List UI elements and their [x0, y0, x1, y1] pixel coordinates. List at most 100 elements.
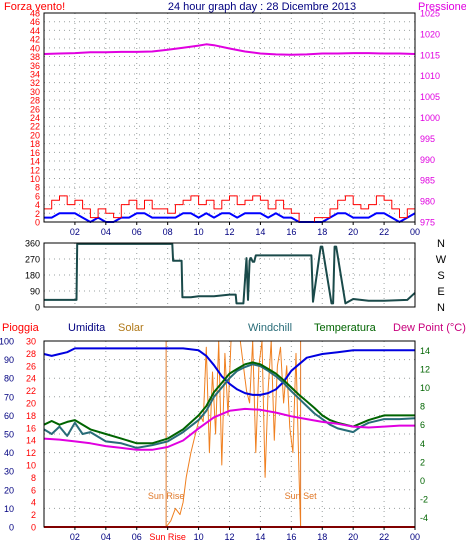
temp-y-tick-label: -2	[420, 495, 428, 505]
rain-y-tick-label: 10	[26, 461, 36, 471]
rain-y-tick-label: 20	[26, 399, 36, 409]
rain-y-tick-label: 2	[31, 510, 36, 520]
wind-x-tick-label: 20	[348, 227, 358, 237]
wind-y-tick-label: 28	[30, 96, 40, 106]
temp-x-tick-label: 14	[255, 532, 265, 542]
compass-label: W	[436, 254, 447, 266]
wind-y-tick-label: 46	[30, 17, 40, 27]
temp-x-tick-label: 06	[132, 532, 142, 542]
temp-x-tick-label: 18	[317, 532, 327, 542]
wind-x-tick-label: 08	[163, 227, 173, 237]
wind-y-tick-label: 14	[30, 157, 40, 167]
temp-y-tick-label: 12	[420, 364, 430, 374]
wind-y-tick-label: 4	[35, 200, 40, 210]
wind-y-tick-label: 24	[30, 113, 40, 123]
temp-y-tick-label: 0	[420, 476, 425, 486]
rain-y-tick-label: 30	[26, 337, 36, 347]
direction-y-tick-label: 360	[25, 239, 40, 249]
compass-label: E	[437, 286, 444, 298]
pressure-y-tick-label: 980	[420, 197, 435, 207]
rain-y-tick-label: 26	[26, 361, 36, 371]
rain-y-tick-label: 6	[31, 485, 36, 495]
temp-y-tick-label: -4	[420, 513, 428, 523]
humidity-y-tick-label: 0	[9, 523, 14, 533]
pressure-y-tick-label: 1010	[420, 71, 440, 81]
temp-x-tick-label: 16	[286, 532, 296, 542]
humidity-y-tick-label: 10	[4, 504, 14, 514]
axes-layer	[43, 12, 416, 530]
dew-point-label: Dew Point (°C)	[393, 322, 466, 334]
temp-x-tick-label: 04	[101, 532, 111, 542]
humidity-y-tick-label: 20	[4, 485, 14, 495]
temperature-label: Temperatura	[314, 322, 377, 334]
rain-y-tick-label: 16	[26, 423, 36, 433]
rain-y-tick-label: 18	[26, 411, 36, 421]
wind-x-tick-label: 16	[286, 227, 296, 237]
series-pressure	[43, 43, 416, 56]
temp-y-tick-label: 4	[420, 439, 425, 449]
temp-y-tick-label: 2	[420, 457, 425, 467]
wind-x-tick-label: 10	[194, 227, 204, 237]
wind-y-tick-label: 30	[30, 87, 40, 97]
pressure-y-tick-label: 985	[420, 176, 435, 186]
humidity-y-tick-label: 90	[4, 355, 14, 365]
direction-y-tick-label: 270	[25, 255, 40, 265]
pressure-y-tick-label: 990	[420, 155, 435, 165]
temp-y-tick-label: 8	[420, 402, 425, 412]
rain-y-tick-label: 4	[31, 498, 36, 508]
temp-x-tick-label: Sun Rise	[149, 532, 186, 542]
compass-label: S	[437, 270, 444, 282]
compass-label: N	[437, 238, 445, 250]
rain-y-tick-label: 8	[31, 473, 36, 483]
series-wind-gust	[44, 195, 416, 223]
humidity-label: Umidita	[68, 322, 106, 334]
temp-x-tick-label: 02	[70, 532, 80, 542]
wind-axis-title: Forza vento!	[4, 1, 65, 13]
sun-set-label: Sun Set	[285, 491, 318, 501]
pressure-y-tick-label: 1005	[420, 92, 440, 102]
direction-y-tick-label: 90	[30, 287, 40, 297]
temp-x-tick-label: 12	[224, 532, 234, 542]
rain-y-tick-label: 28	[26, 349, 36, 359]
wind-y-tick-label: 42	[30, 35, 40, 45]
wind-y-tick-label: 38	[30, 52, 40, 62]
sun-rise-label: Sun Rise	[148, 491, 185, 501]
wind-y-tick-label: 32	[30, 78, 40, 88]
wind-y-tick-label: 44	[30, 26, 40, 36]
wind-y-tick-label: 34	[30, 69, 40, 79]
wind-x-tick-label: 00	[410, 227, 420, 237]
rain-y-tick-label: 12	[26, 448, 36, 458]
wind-x-tick-label: 14	[255, 227, 265, 237]
chart-title: 24 hour graph day : 28 Dicembre 2013	[168, 1, 356, 13]
wind-x-tick-label: 04	[101, 227, 111, 237]
temp-x-tick-label: 22	[379, 532, 389, 542]
wind-y-tick-label: 16	[30, 148, 40, 158]
compass-label: N	[437, 302, 445, 314]
humidity-y-tick-label: 50	[4, 430, 14, 440]
humidity-y-tick-label: 80	[4, 374, 14, 384]
temp-y-tick-label: 6	[420, 420, 425, 430]
series-temperature	[43, 361, 415, 445]
rain-y-tick-label: 24	[26, 374, 36, 384]
direction-y-tick-label: 0	[35, 303, 40, 313]
wind-x-tick-label: 06	[132, 227, 142, 237]
wind-x-tick-label: 18	[317, 227, 327, 237]
temp-y-tick-label: 10	[420, 383, 430, 393]
rain-y-tick-label: 0	[31, 523, 36, 533]
temp-x-tick-label: 20	[348, 532, 358, 542]
temp-x-tick-label: 00	[410, 532, 420, 542]
temp-y-tick-label: 14	[420, 346, 430, 356]
wind-x-tick-label: 22	[379, 227, 389, 237]
wind-x-tick-label: 02	[70, 227, 80, 237]
wind-y-tick-label: 48	[30, 9, 40, 19]
direction-y-tick-label: 180	[25, 271, 40, 281]
humidity-y-tick-label: 70	[4, 392, 14, 402]
pressure-y-tick-label: 1025	[420, 9, 440, 19]
series-wind-direction	[44, 242, 416, 305]
windchill-label: Windchill	[248, 322, 292, 334]
pressure-y-tick-label: 1015	[420, 50, 440, 60]
wind-y-tick-label: 2	[35, 209, 40, 219]
pressure-y-tick-label: 1000	[420, 113, 440, 123]
